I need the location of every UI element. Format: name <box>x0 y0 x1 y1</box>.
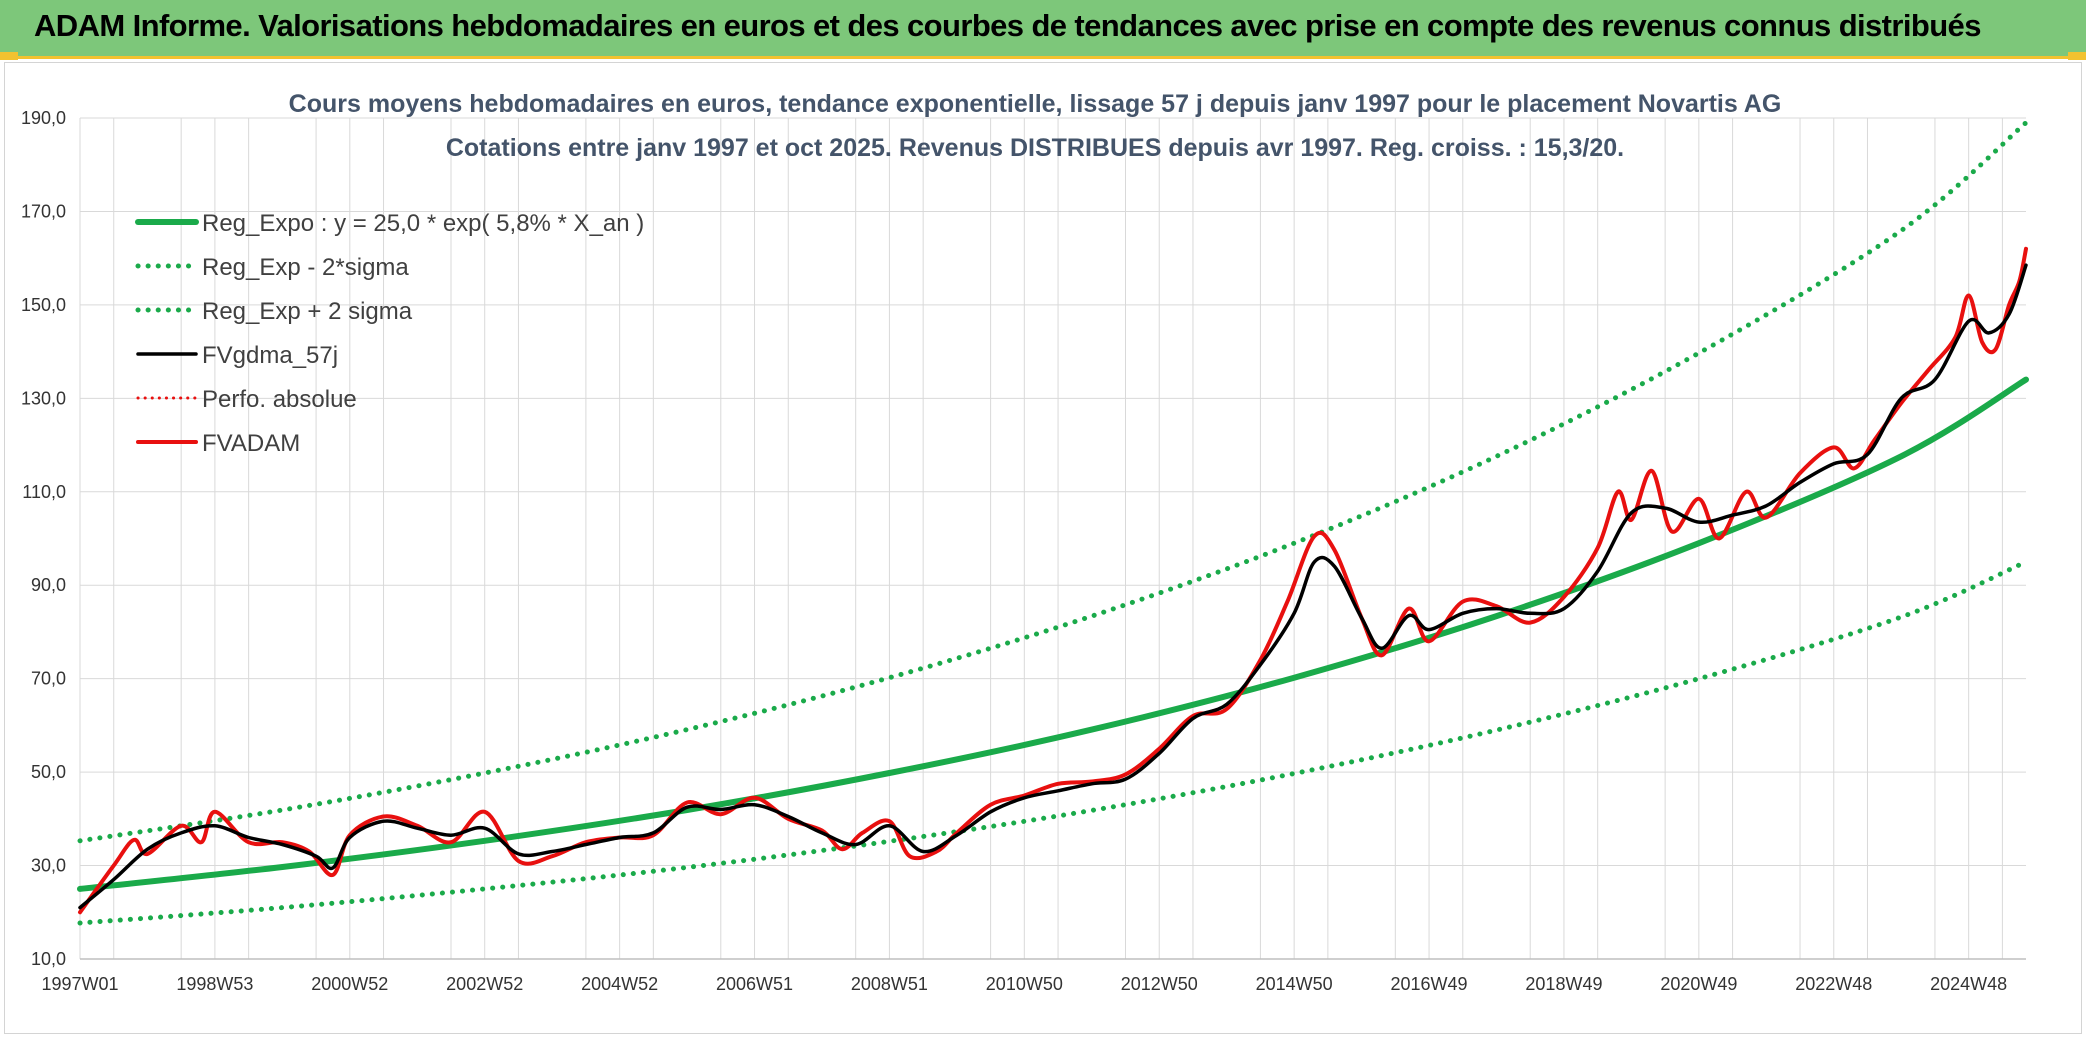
chart-titles: Cours moyens hebdomadaires en euros, ten… <box>289 90 1782 162</box>
y-tick-label: 130,0 <box>21 388 66 408</box>
x-tick-label: 2002W52 <box>446 974 523 994</box>
series-reg-minus-2sigma <box>77 559 2029 926</box>
banner-title: ADAM Informe. Valorisations hebdomadaire… <box>34 8 1981 43</box>
y-tick-label: 170,0 <box>21 201 66 221</box>
y-axis-ticks: 10,0 30,0 50,0 70,0 90,0 110,0 130,0 150,0 170,0… <box>21 108 66 969</box>
y-tick-label: 110,0 <box>22 482 66 502</box>
x-tick-label: 2016W49 <box>1391 974 1468 994</box>
gridlines <box>79 117 2026 960</box>
chart-title: Cours moyens hebdomadaires en euros, ten… <box>289 90 1782 118</box>
legend-label: Reg_Exp - 2*sigma <box>202 254 409 281</box>
y-tick-label: 30,0 <box>31 856 66 876</box>
series-reg-expo <box>77 376 2029 892</box>
series-fvadam <box>78 246 2028 915</box>
legend-label: Perfo. absolue <box>202 386 357 413</box>
y-tick-label: 70,0 <box>31 669 66 689</box>
y-tick-label: 90,0 <box>31 575 66 595</box>
x-tick-label: 2014W50 <box>1256 974 1333 994</box>
x-tick-label: 2012W50 <box>1121 974 1198 994</box>
chart-subtitle: Cotations entre janv 1997 et oct 2025. R… <box>446 134 1624 162</box>
legend-label: Reg_Exp + 2 sigma <box>202 298 413 325</box>
legend-label: Reg_Expo : y = 25,0 * exp( 5,8% * X_an ) <box>202 210 644 237</box>
x-tick-label: 2004W52 <box>581 974 658 994</box>
x-axis-ticks: 1997W01 1998W53 2000W52 2002W52 2004W52 2006W… <box>41 974 2007 994</box>
x-tick-label: 1998W53 <box>176 974 253 994</box>
x-tick-label: 2006W51 <box>716 974 793 994</box>
legend: Reg_Expo : y = 25,0 * exp( 5,8% * X_an )… <box>135 210 644 457</box>
legend-label: FVADAM <box>202 430 300 457</box>
banner-accent-right <box>2068 52 2086 60</box>
x-tick-label: 2000W52 <box>311 974 388 994</box>
x-tick-label: 2010W50 <box>986 974 1063 994</box>
y-tick-label: 10,0 <box>31 949 66 969</box>
x-tick-label: 2008W51 <box>851 974 928 994</box>
x-tick-label: 2020W49 <box>1660 974 1737 994</box>
series-reg-plus-2sigma <box>77 120 2029 844</box>
x-tick-label: 2018W49 <box>1525 974 1602 994</box>
y-tick-label: 190,0 <box>21 108 66 128</box>
banner-accent-left <box>0 52 18 60</box>
chart-frame <box>4 62 2082 1034</box>
x-tick-label: 2024W48 <box>1930 974 2007 994</box>
plot-series <box>77 120 2029 926</box>
banner: ADAM Informe. Valorisations hebdomadaire… <box>0 0 2086 59</box>
series-fvgdma-57j <box>78 263 2028 910</box>
x-tick-label: 2022W48 <box>1795 974 1872 994</box>
legend-label: FVgdma_57j <box>202 342 338 369</box>
y-tick-label: 150,0 <box>21 295 66 315</box>
y-tick-label: 50,0 <box>31 762 66 782</box>
x-tick-label: 1997W01 <box>41 974 118 994</box>
